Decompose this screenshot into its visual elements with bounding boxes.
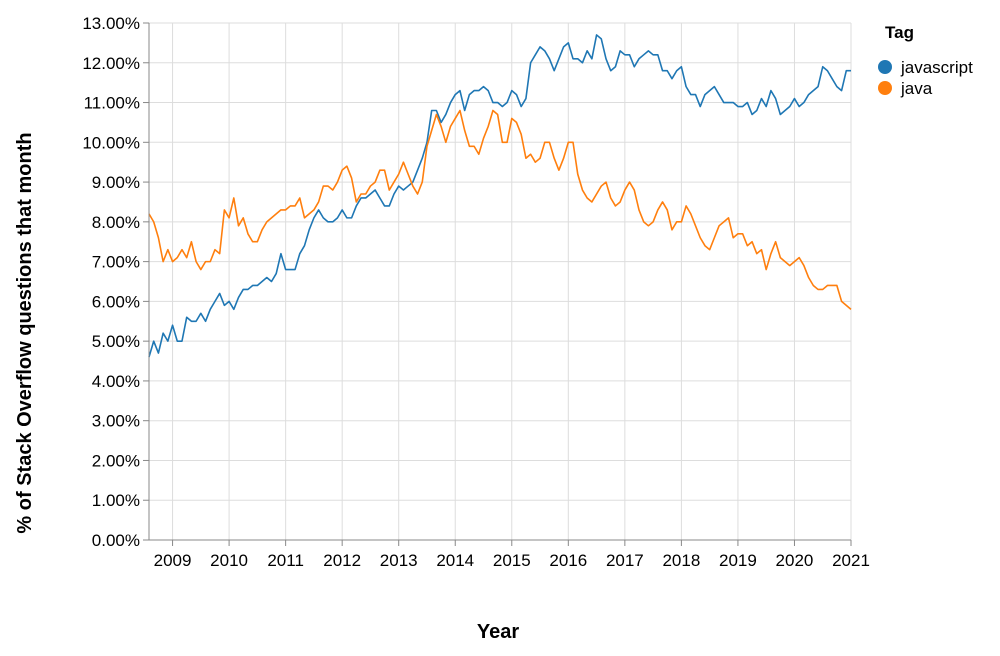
y-tick-label: 6.00% (92, 292, 140, 311)
x-tick-label: 2017 (606, 551, 644, 570)
legend-label-java: java (900, 79, 933, 98)
series-line-javascript (148, 34, 851, 358)
legend: Tag javascript java (878, 23, 973, 98)
x-tick-label: 2021 (832, 551, 870, 570)
y-tick-label: 5.00% (92, 332, 140, 351)
y-tick-label: 2.00% (92, 451, 140, 470)
x-tick-label: 2010 (210, 551, 248, 570)
y-tick-label: 0.00% (92, 531, 140, 550)
series-lines (148, 34, 852, 358)
x-tick-label: 2015 (493, 551, 531, 570)
legend-title: Tag (885, 23, 914, 42)
x-axis-title: Year (477, 621, 519, 643)
y-tick-label: 13.00% (82, 14, 140, 33)
legend-label-javascript: javascript (900, 58, 973, 77)
y-tick-label: 11.00% (84, 94, 140, 113)
y-tick-label: 12.00% (82, 54, 140, 73)
x-tick-label: 2011 (267, 551, 304, 570)
x-tick-label: 2009 (154, 551, 192, 570)
x-tick-label: 2013 (380, 551, 418, 570)
legend-swatch-java (878, 81, 892, 95)
y-tick-label: 4.00% (92, 372, 140, 391)
y-tick-label: 9.00% (92, 173, 140, 192)
x-tick-label: 2012 (323, 551, 361, 570)
y-tick-label: 7.00% (92, 253, 140, 272)
x-tick-label: 2014 (436, 551, 474, 570)
y-tick-label: 1.00% (92, 491, 140, 510)
y-tick-label: 3.00% (92, 412, 140, 431)
x-tick-label: 2016 (549, 551, 587, 570)
x-tick-label: 2020 (776, 551, 814, 570)
y-tick-label: 8.00% (92, 213, 140, 232)
x-tick-label: 2019 (719, 551, 757, 570)
y-axis-title: % of Stack Overflow questions that month (14, 132, 36, 533)
axes: 0.00% 1.00% 2.00% 3.00% 4.00% 5.00% 6.00% 7.00%… (82, 14, 870, 570)
series-line-java (148, 109, 852, 310)
y-tick-label: 10.00% (82, 133, 140, 152)
legend-swatch-javascript (878, 60, 892, 74)
x-tick-label: 2018 (662, 551, 700, 570)
legend-items: javascript java (878, 58, 973, 98)
